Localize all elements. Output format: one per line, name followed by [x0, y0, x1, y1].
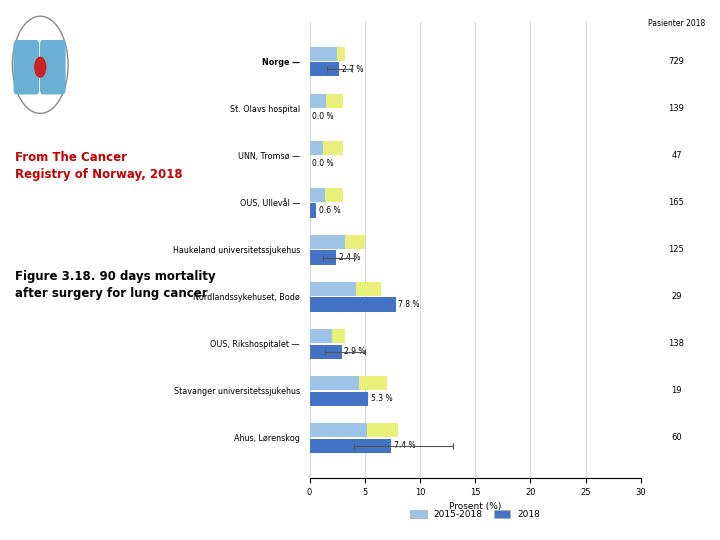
Bar: [310, 188, 325, 202]
Bar: [310, 392, 368, 406]
Bar: [310, 423, 398, 437]
Text: 0.0 %: 0.0 %: [312, 159, 334, 168]
FancyBboxPatch shape: [40, 40, 66, 94]
Bar: [310, 235, 345, 249]
Text: 139: 139: [668, 104, 685, 113]
Bar: [310, 345, 341, 359]
Bar: [310, 376, 387, 390]
Legend: 2015-2018, 2018: 2015-2018, 2018: [407, 506, 544, 523]
Bar: [310, 282, 348, 296]
Text: 19: 19: [671, 387, 682, 395]
Bar: [310, 47, 337, 61]
Bar: [310, 94, 326, 108]
Bar: [310, 141, 323, 155]
Bar: [310, 235, 337, 249]
Bar: [310, 329, 332, 343]
Bar: [310, 423, 356, 437]
Bar: [310, 188, 320, 202]
Bar: [310, 94, 320, 108]
Text: 729: 729: [668, 57, 685, 66]
Bar: [310, 329, 345, 343]
Bar: [310, 141, 320, 155]
Text: 0.0 %: 0.0 %: [312, 112, 334, 121]
Text: From The Cancer
Registry of Norway, 2018: From The Cancer Registry of Norway, 2018: [16, 151, 183, 181]
Text: 47: 47: [671, 151, 682, 160]
Text: 0.6 %: 0.6 %: [319, 206, 341, 215]
Bar: [310, 188, 343, 202]
Bar: [310, 204, 316, 218]
Bar: [310, 47, 332, 61]
Text: Figure 3.18. 90 days mortality
after surgery for lung cancer: Figure 3.18. 90 days mortality after sur…: [16, 270, 216, 300]
Bar: [310, 376, 351, 390]
Text: 29: 29: [671, 292, 682, 301]
Text: 60: 60: [671, 434, 682, 442]
Text: 5.3 %: 5.3 %: [371, 394, 392, 403]
Bar: [310, 47, 345, 61]
Bar: [310, 423, 367, 437]
Text: Pasienter 2018: Pasienter 2018: [648, 19, 705, 28]
Text: 2.7 %: 2.7 %: [342, 65, 364, 74]
Bar: [310, 235, 365, 249]
Text: 165: 165: [668, 198, 685, 207]
Bar: [310, 251, 336, 265]
Text: 7.8 %: 7.8 %: [398, 300, 420, 309]
X-axis label: Prosent (%): Prosent (%): [449, 502, 501, 511]
Bar: [310, 62, 339, 76]
Bar: [310, 298, 396, 312]
Circle shape: [34, 57, 46, 78]
Text: 2.9 %: 2.9 %: [344, 347, 366, 356]
Text: 138: 138: [668, 339, 685, 348]
Bar: [310, 94, 343, 108]
Text: 7.4 %: 7.4 %: [394, 441, 415, 450]
Bar: [310, 438, 391, 453]
Text: 2.4 %: 2.4 %: [339, 253, 360, 262]
FancyBboxPatch shape: [14, 40, 39, 94]
Bar: [310, 282, 356, 296]
Bar: [310, 141, 343, 155]
Bar: [310, 376, 359, 390]
Text: 125: 125: [669, 245, 684, 254]
Bar: [310, 329, 326, 343]
Bar: [310, 282, 382, 296]
